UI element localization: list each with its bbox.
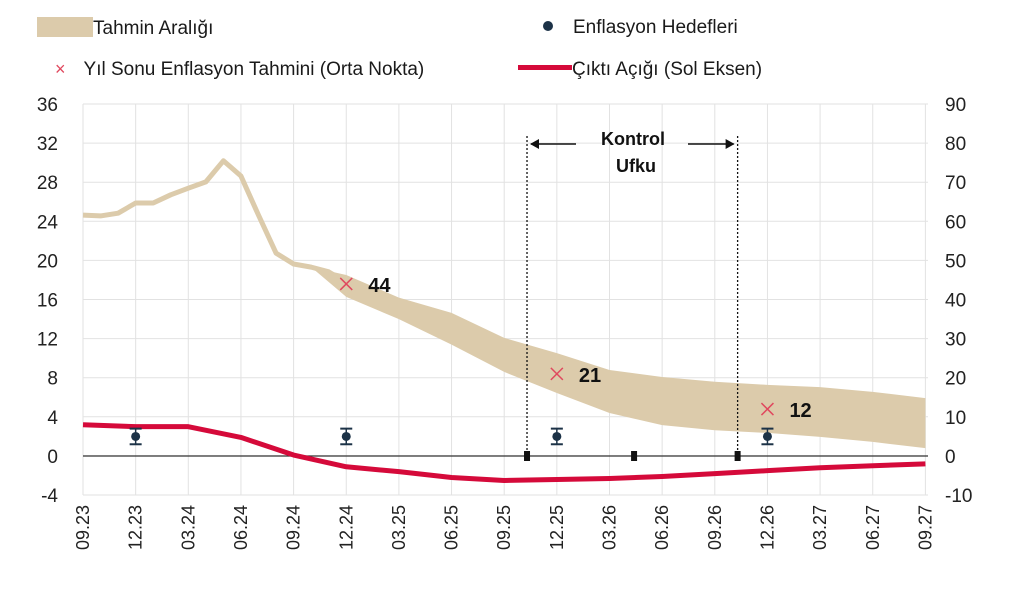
x-tick-label: 06.24 <box>231 505 251 550</box>
x-tick-label: 03.27 <box>810 505 830 550</box>
x-tick-label: 09.23 <box>73 505 93 550</box>
right-tick-label: 30 <box>945 330 966 351</box>
legend-band-label: Tahmin Aralığı <box>93 18 214 39</box>
left-tick-label: 0 <box>47 447 58 468</box>
inflation-target <box>340 427 353 446</box>
control-horizon-label: Ufku <box>616 156 656 176</box>
left-tick-label: 20 <box>37 251 58 272</box>
legend-band: Tahmin Aralığı <box>37 17 213 40</box>
cross-icon: × <box>55 59 66 79</box>
x-tick-label: 12.25 <box>547 505 567 550</box>
horizon-marker <box>734 451 741 461</box>
left-tick-label: 32 <box>37 134 58 155</box>
x-tick-label: 12.23 <box>126 505 146 550</box>
left-tick-label: 28 <box>37 173 58 194</box>
right-tick-label: -10 <box>945 486 972 507</box>
left-tick-label: -4 <box>41 486 58 507</box>
midpoint-label: 12 <box>789 400 811 422</box>
inflation-target <box>129 427 142 446</box>
left-tick-label: 12 <box>37 330 58 351</box>
x-tick-label: 06.26 <box>652 505 672 550</box>
midpoint-label: 21 <box>579 365 601 387</box>
x-tick-label: 12.26 <box>757 505 777 550</box>
right-tick-label: 20 <box>945 369 966 390</box>
horizon-marker <box>524 451 531 461</box>
left-tick-label: 36 <box>37 95 58 116</box>
x-tick-label: 03.24 <box>178 505 198 550</box>
target-dot <box>341 431 351 441</box>
x-tick-label: 09.27 <box>915 505 935 550</box>
x-tick-label: 03.25 <box>389 505 409 550</box>
x-tick-label: 09.26 <box>705 505 725 550</box>
legend-midpoint-label: Yıl Sonu Enflasyon Tahmini (Orta Nokta) <box>83 59 425 80</box>
x-tick-label: 06.27 <box>863 505 883 550</box>
left-arrowhead-icon <box>530 139 540 149</box>
legend-targets-label: Enflasyon Hedefleri <box>573 17 738 38</box>
target-dot <box>552 431 562 441</box>
x-tick-label: 03.26 <box>600 505 620 550</box>
target-dot <box>131 431 141 441</box>
legend-output-gap-label: Çıktı Açığı (Sol Eksen) <box>572 59 763 80</box>
horizon-marker <box>631 451 638 461</box>
left-tick-label: 24 <box>37 212 59 233</box>
legend-midpoint: × Yıl Sonu Enflasyon Tahmini (Orta Nokta) <box>55 59 424 81</box>
right-tick-label: 10 <box>945 408 966 429</box>
inflation-history-line <box>82 158 348 285</box>
left-tick-label: 8 <box>47 369 58 390</box>
x-tick-label: 09.25 <box>494 505 514 550</box>
red-line-icon <box>518 65 572 70</box>
right-tick-label: 70 <box>945 173 966 194</box>
control-horizon-label: Kontrol <box>601 129 665 149</box>
right-tick-label: 0 <box>945 447 956 468</box>
midpoint-label: 44 <box>368 275 391 297</box>
left-tick-label: 4 <box>47 408 58 429</box>
x-tick-label: 06.25 <box>442 505 462 550</box>
left-tick-label: 16 <box>37 291 58 312</box>
midpoint-cross <box>760 402 774 416</box>
right-arrowhead-icon <box>725 139 735 149</box>
x-tick-label: 09.24 <box>284 505 304 550</box>
right-tick-label: 40 <box>945 291 966 312</box>
x-tick-label: 12.24 <box>336 505 356 550</box>
band-swatch <box>37 17 93 37</box>
output-gap-line <box>82 422 926 483</box>
right-tick-label: 80 <box>945 134 966 155</box>
midpoint-cross <box>339 277 353 291</box>
right-tick-label: 50 <box>945 251 966 272</box>
legend-output-gap: Çıktı Açığı (Sol Eksen) <box>518 59 762 81</box>
right-tick-label: 60 <box>945 212 966 233</box>
target-dot <box>762 431 772 441</box>
legend-targets: Enflasyon Hedefleri <box>543 17 738 39</box>
forecast-band <box>311 267 926 449</box>
target-dot-icon <box>543 21 553 31</box>
inflation-target <box>550 427 563 446</box>
inflation-target <box>761 427 774 446</box>
right-tick-label: 90 <box>945 95 966 116</box>
midpoint-cross <box>550 367 564 381</box>
